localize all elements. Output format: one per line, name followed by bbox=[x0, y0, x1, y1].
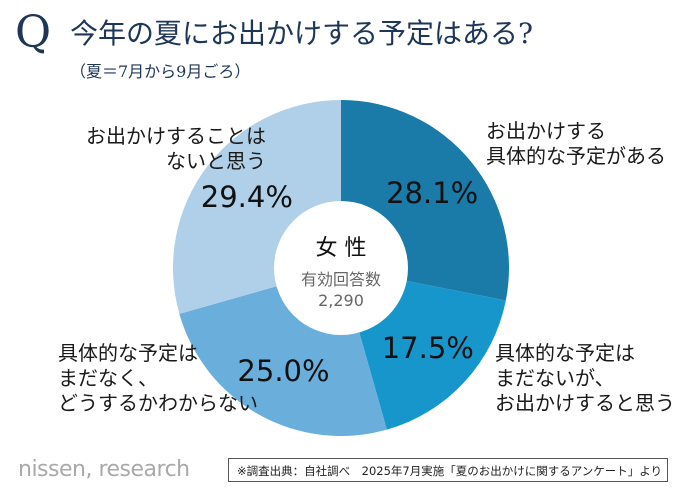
chart-subtitle: （夏＝7月から9月ごろ） bbox=[70, 62, 251, 81]
center-sub-label: 有効回答数 bbox=[301, 270, 381, 289]
value-label-plan: 28.1% bbox=[386, 176, 478, 210]
nissen-research-logo: nissen, research bbox=[18, 457, 190, 482]
chart-title: 今年の夏にお出かけする予定はある? bbox=[70, 17, 534, 50]
value-label-none: 29.4% bbox=[201, 180, 293, 214]
center-title: 女 性 bbox=[316, 236, 367, 261]
q-mark: Q bbox=[15, 7, 52, 58]
value-label-likely: 17.5% bbox=[382, 331, 474, 365]
value-label-undecided: 25.0% bbox=[237, 354, 329, 388]
slice-label-undecided: 具体的な予定は まだなく、 どうするかわからない bbox=[58, 341, 258, 415]
slice-label-plan: お出かけする 具体的な予定がある bbox=[486, 119, 666, 168]
center-sub-value: 2,290 bbox=[318, 291, 364, 310]
donut-hole bbox=[274, 201, 408, 335]
slice-label-likely: 具体的な予定は まだないが、 お出かけすると思う bbox=[495, 341, 675, 415]
source-note: ※調査出典：自社調べ 2025年7月実施「夏のお出かけに関するアンケート」より bbox=[228, 458, 668, 482]
slice-label-none: お出かけすることは ないと思う bbox=[86, 124, 266, 173]
